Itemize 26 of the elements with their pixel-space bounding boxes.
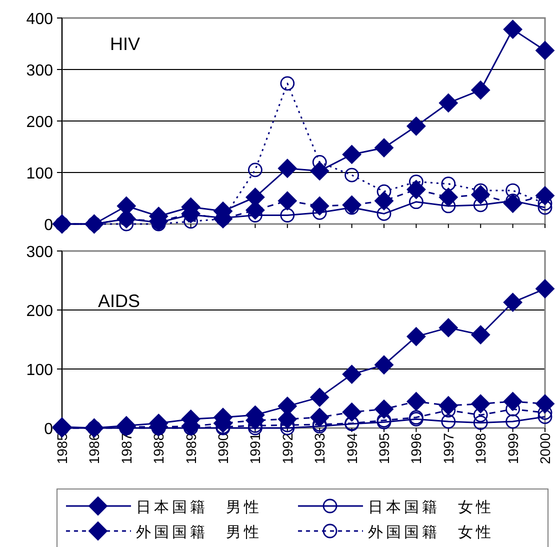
legend-label: 日本国籍 女性 <box>368 499 494 516</box>
y-tick-label: 0 <box>44 421 54 438</box>
x-tick-label: 1992 <box>279 432 296 464</box>
x-tick-label: 1993 <box>312 432 328 464</box>
legend-label: 外国国籍 女性 <box>368 524 494 541</box>
legend-label: 外国国籍 男性 <box>136 524 262 541</box>
y-tick-label: 300 <box>26 244 54 261</box>
y-tick-label: 0 <box>44 217 54 234</box>
x-tick-label: 1999 <box>504 432 521 464</box>
x-tick-label: 2000 <box>537 432 553 464</box>
y-tick-label: 200 <box>26 303 54 320</box>
x-tick-label: 1994 <box>344 432 360 464</box>
y-tick-label: 100 <box>26 362 54 379</box>
x-tick-label: 1991 <box>247 432 264 464</box>
y-tick-label: 300 <box>26 62 54 80</box>
x-tick-label: 1997 <box>440 432 456 464</box>
x-tick-label: 1995 <box>376 432 392 464</box>
legend-label: 日本国籍 男性 <box>136 499 262 516</box>
text: HIV <box>110 34 140 54</box>
text: AIDS <box>98 291 140 311</box>
y-tick-label: 100 <box>26 166 54 182</box>
y-tick-label: 400 <box>26 11 54 28</box>
x-tick-label: 1998 <box>472 432 489 464</box>
x-tick-label: 1987 <box>118 432 134 464</box>
y-tick-label: 200 <box>26 114 54 131</box>
x-tick-label: 1996 <box>408 432 424 464</box>
